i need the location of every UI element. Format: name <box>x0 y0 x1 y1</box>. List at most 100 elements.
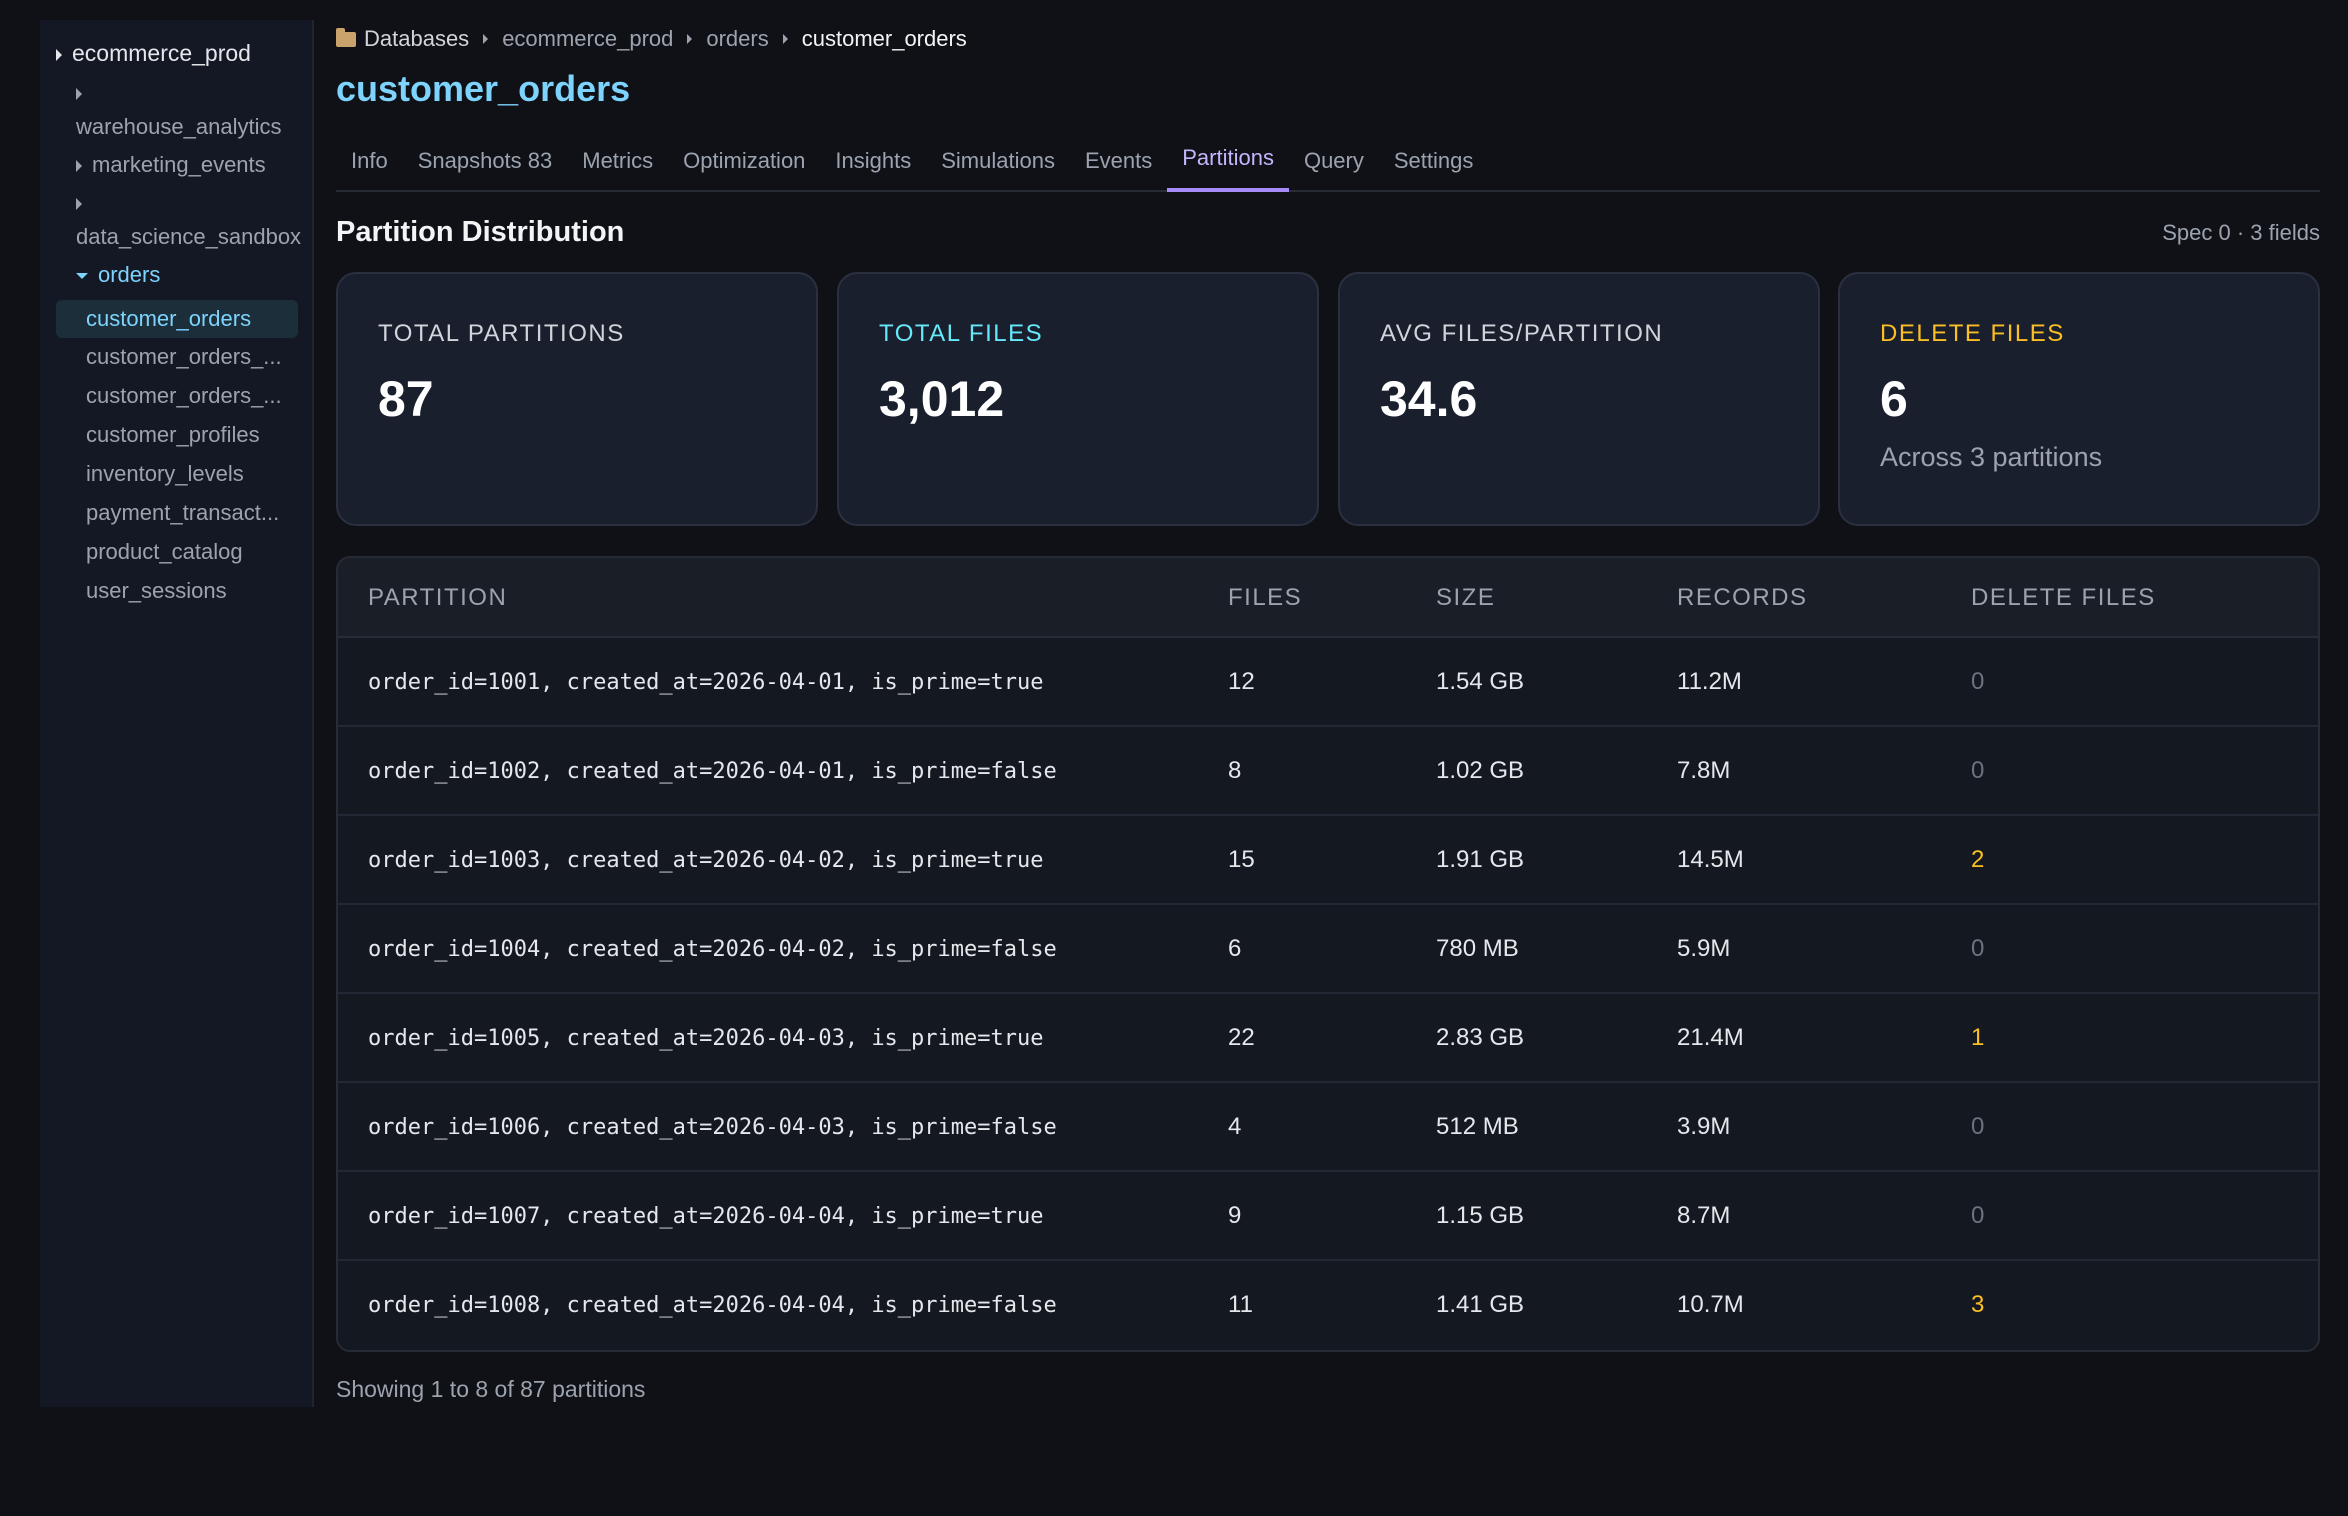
breadcrumb-database[interactable]: ecommerce_prod <box>502 26 674 51</box>
cell-records: 3.9M <box>1677 1113 1731 1140</box>
card-value: 6 <box>1880 371 1908 427</box>
tree-table-product-catalog[interactable]: product_catalog <box>86 539 243 564</box>
breadcrumb-namespace[interactable]: orders <box>706 26 769 51</box>
breadcrumb: Databases ecommerce_prod orders customer… <box>336 26 967 52</box>
chevron-right-icon <box>782 34 788 44</box>
cell-files: 15 <box>1228 846 1255 873</box>
cell-records: 5.9M <box>1677 935 1731 962</box>
tree-table-customer-orders[interactable]: customer_orders <box>56 300 298 338</box>
cell-delete-files: 0 <box>1971 668 1985 695</box>
card-label: TOTAL PARTITIONS <box>378 320 625 347</box>
table-row[interactable]: order_id=1001, created_at=2026-04-01, is… <box>338 638 2318 727</box>
cell-partition: order_id=1005, created_at=2026-04-03, is… <box>368 1026 1044 1051</box>
folder-icon <box>336 27 356 47</box>
cell-size: 780 MB <box>1436 935 1519 962</box>
cell-partition: order_id=1002, created_at=2026-04-01, is… <box>368 759 1057 784</box>
column-header-size[interactable]: SIZE <box>1436 584 1496 611</box>
table-header: PARTITION FILES SIZE RECORDS DELETE FILE… <box>338 558 2318 638</box>
cell-size: 1.91 GB <box>1436 846 1525 873</box>
cell-delete-files: 0 <box>1971 935 1985 962</box>
tree-db-data-science-sandbox-toggle[interactable] <box>76 190 92 216</box>
table-row[interactable]: order_id=1004, created_at=2026-04-02, is… <box>338 905 2318 994</box>
cell-records: 14.5M <box>1677 846 1744 873</box>
card-label: DELETE FILES <box>1880 320 2065 347</box>
card-total-files: TOTAL FILES 3,012 <box>837 272 1319 526</box>
cell-files: 9 <box>1228 1202 1242 1229</box>
card-value: 87 <box>378 371 434 427</box>
cell-records: 11.2M <box>1677 668 1742 695</box>
table-row[interactable]: order_id=1008, created_at=2026-04-04, is… <box>338 1261 2318 1350</box>
cell-size: 1.54 GB <box>1436 668 1525 695</box>
tab-partitions[interactable]: Partitions <box>1167 140 1289 192</box>
tree-table-customer-orders-3[interactable]: customer_orders_... <box>86 383 282 408</box>
cell-delete-files: 1 <box>1971 1024 1985 1051</box>
tree-table-user-sessions[interactable]: user_sessions <box>86 578 227 603</box>
tree-db-data-science-sandbox[interactable]: data_science_sandbox <box>76 224 302 249</box>
cell-delete-files: 3 <box>1971 1291 1985 1318</box>
tab-simulations[interactable]: Simulations <box>941 148 1055 173</box>
cell-files: 4 <box>1228 1113 1242 1140</box>
tab-events[interactable]: Events <box>1084 148 1153 173</box>
breadcrumb-current: customer_orders <box>801 26 967 51</box>
cell-partition: order_id=1003, created_at=2026-04-02, is… <box>368 848 1044 873</box>
chevron-right-icon <box>483 34 489 44</box>
partitions-table: PARTITION FILES SIZE RECORDS DELETE FILE… <box>336 556 2320 1352</box>
tree-table-payment-transactions[interactable]: payment_transact... <box>86 500 280 525</box>
table-row[interactable]: order_id=1005, created_at=2026-04-03, is… <box>338 994 2318 1083</box>
tab-metrics[interactable]: Metrics <box>582 148 654 173</box>
tab-info[interactable]: Info <box>351 148 388 173</box>
tree-table-customer-orders-2[interactable]: customer_orders_... <box>86 344 282 369</box>
tab-bar: Info Snapshots 83 Metrics Optimization I… <box>336 140 2320 192</box>
cell-size: 512 MB <box>1436 1113 1519 1140</box>
tab-insights[interactable]: Insights <box>835 148 912 173</box>
column-header-records[interactable]: RECORDS <box>1677 584 1808 611</box>
tree-db-ecommerce-prod[interactable]: ecommerce_prod <box>56 40 251 67</box>
card-value: 3,012 <box>879 371 1005 427</box>
page-title: customer_orders <box>336 68 631 109</box>
chevron-right-icon <box>56 48 62 61</box>
tree-table-inventory-levels[interactable]: inventory_levels <box>86 461 244 486</box>
table-row[interactable]: order_id=1002, created_at=2026-04-01, is… <box>338 727 2318 816</box>
tree-namespace-orders[interactable]: orders <box>76 262 160 288</box>
chevron-right-icon <box>76 160 82 173</box>
table-row[interactable]: order_id=1003, created_at=2026-04-02, is… <box>338 816 2318 905</box>
column-header-delete-files[interactable]: DELETE FILES <box>1971 584 2156 611</box>
section-title: Partition Distribution <box>336 216 625 248</box>
tree-db-warehouse-analytics[interactable]: warehouse_analytics <box>76 114 282 139</box>
card-subtext: Across 3 partitions <box>1880 442 2103 472</box>
cell-size: 1.15 GB <box>1436 1202 1525 1229</box>
cell-size: 1.41 GB <box>1436 1291 1525 1318</box>
chevron-right-icon <box>76 198 82 211</box>
cell-delete-files: 2 <box>1971 846 1985 873</box>
cell-records: 7.8M <box>1677 757 1731 784</box>
partition-spec-info: Spec 0 · 3 fields <box>2162 220 2320 245</box>
column-header-partition[interactable]: PARTITION <box>368 584 508 611</box>
tab-snapshots[interactable]: Snapshots 83 <box>417 148 553 173</box>
stats-cards: TOTAL PARTITIONS 87 TOTAL FILES 3,012 AV… <box>336 272 2320 526</box>
cell-partition: order_id=1004, created_at=2026-04-02, is… <box>368 937 1057 962</box>
cell-records: 8.7M <box>1677 1202 1731 1229</box>
main-content: Databases ecommerce_prod orders customer… <box>336 0 2320 1516</box>
cell-partition: order_id=1008, created_at=2026-04-04, is… <box>368 1293 1057 1318</box>
tab-optimization[interactable]: Optimization <box>683 148 806 173</box>
sidebar-tree: ecommerce_prod warehouse_analytics marke… <box>40 20 314 1407</box>
cell-delete-files: 0 <box>1971 1113 1985 1140</box>
cell-files: 12 <box>1228 668 1255 695</box>
tree-db-warehouse-analytics-toggle[interactable] <box>76 80 92 106</box>
tab-settings[interactable]: Settings <box>1393 148 1474 173</box>
cell-partition: order_id=1007, created_at=2026-04-04, is… <box>368 1204 1044 1229</box>
chevron-down-icon <box>76 273 88 280</box>
cell-delete-files: 0 <box>1971 1202 1985 1229</box>
chevron-right-icon <box>687 34 693 44</box>
column-header-files[interactable]: FILES <box>1228 584 1303 611</box>
card-delete-files: DELETE FILES 6 Across 3 partitions <box>1838 272 2320 526</box>
table-row[interactable]: order_id=1007, created_at=2026-04-04, is… <box>338 1172 2318 1261</box>
tree-table-customer-profiles[interactable]: customer_profiles <box>86 422 260 447</box>
table-row[interactable]: order_id=1006, created_at=2026-04-03, is… <box>338 1083 2318 1172</box>
card-label: TOTAL FILES <box>879 320 1044 347</box>
cell-records: 10.7M <box>1677 1291 1744 1318</box>
breadcrumb-databases[interactable]: Databases <box>364 26 470 51</box>
tree-db-marketing-events[interactable]: marketing_events <box>76 152 266 178</box>
tab-query[interactable]: Query <box>1303 148 1364 173</box>
